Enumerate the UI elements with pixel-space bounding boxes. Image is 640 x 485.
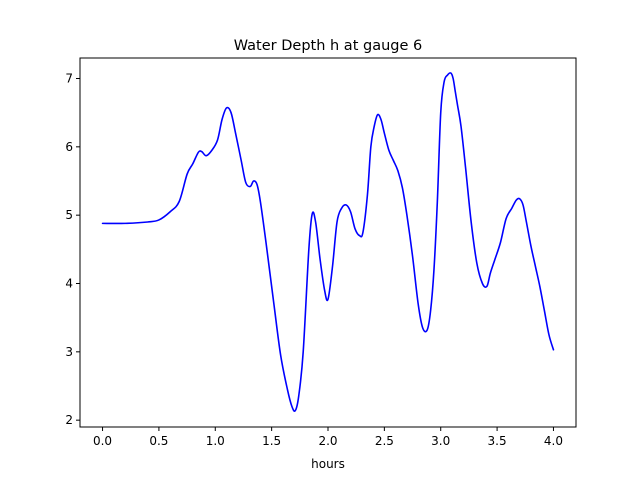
x-tick-label: 0.5 xyxy=(149,434,168,448)
x-tick-label: 3.0 xyxy=(431,434,450,448)
x-tick-label: 3.5 xyxy=(488,434,507,448)
series-line-0 xyxy=(101,72,555,412)
axes-frame xyxy=(79,57,577,428)
plot-area xyxy=(101,72,555,412)
chart-title: Water Depth h at gauge 6 xyxy=(234,38,422,54)
x-axis-ticks: 0.0 0.5 1.0 1.5 2.0 2.5 3.0 3.5 4.0 xyxy=(93,427,563,448)
x-tick-label: 1.0 xyxy=(206,434,225,448)
x-tick-label: 2.5 xyxy=(375,434,394,448)
x-tick-label: 2.0 xyxy=(318,434,337,448)
y-tick-label: 3 xyxy=(65,345,73,359)
x-tick-label: 4.0 xyxy=(544,434,563,448)
y-axis-ticks: 2 3 4 5 6 7 xyxy=(65,72,80,427)
x-tick-label: 0.0 xyxy=(93,434,112,448)
y-tick-label: 7 xyxy=(65,72,73,86)
y-tick-label: 4 xyxy=(65,277,73,291)
x-tick-label: 1.5 xyxy=(262,434,281,448)
x-axis-title: hours xyxy=(311,457,345,471)
y-tick-label: 6 xyxy=(65,140,73,154)
y-tick-label: 2 xyxy=(65,413,73,427)
y-tick-label: 5 xyxy=(65,208,73,222)
